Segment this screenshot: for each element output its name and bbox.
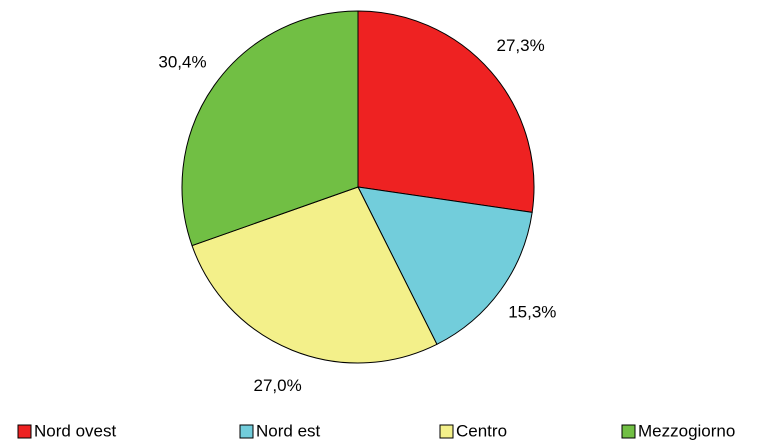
pie-slice: [357, 10, 535, 213]
pie-slice: [191, 186, 438, 364]
data-label: 27,3%: [497, 36, 545, 55]
pie-slice: [181, 10, 359, 247]
legend-label: Nord est: [256, 421, 321, 440]
legend-label: Nord ovest: [34, 421, 116, 440]
data-label: 30,4%: [158, 52, 206, 71]
pie-slice: [357, 186, 533, 345]
legend-swatch: [17, 424, 32, 439]
legend-swatch: [239, 424, 254, 439]
legend-label: Mezzogiorno: [638, 421, 735, 440]
legend-label: Centro: [456, 421, 507, 440]
data-label: 27,0%: [253, 376, 301, 395]
data-label: 15,3%: [508, 302, 556, 321]
legend-swatch: [621, 424, 636, 439]
legend-swatch: [439, 424, 454, 439]
